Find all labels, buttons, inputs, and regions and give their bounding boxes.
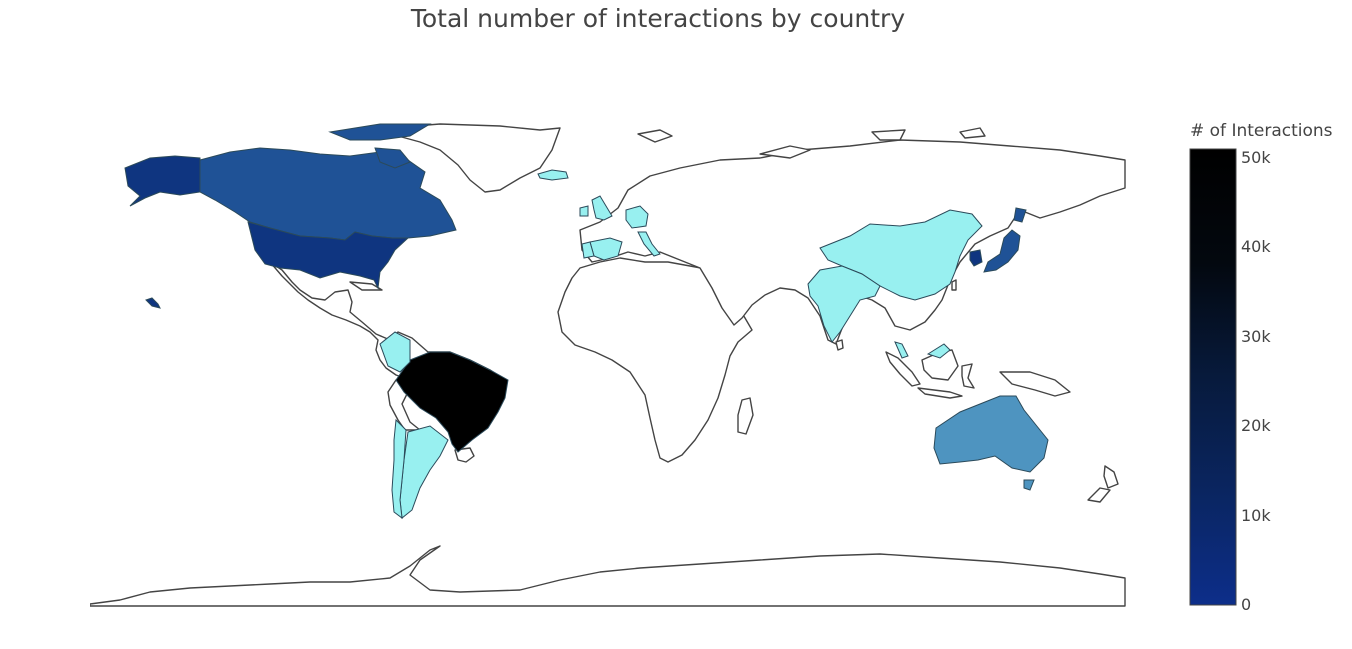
- colorbar-gradient: [1189, 148, 1237, 606]
- land-new-zealand-north: [1103, 465, 1119, 489]
- land-new-zealand-south: [1087, 487, 1111, 503]
- region-japan-hokkaido: [1013, 207, 1027, 223]
- region-australia: [933, 395, 1049, 473]
- land-novaya-zemlya: [759, 145, 811, 159]
- colorbar-tick-0: 0: [1241, 595, 1252, 614]
- region-canada-baffin: [374, 147, 411, 169]
- land-taiwan: [951, 279, 957, 291]
- region-iceland: [537, 169, 569, 181]
- world-map[interactable]: [90, 118, 1126, 610]
- colorbar-tick-30k: 30k: [1241, 326, 1271, 346]
- land-svalbard: [637, 129, 673, 143]
- region-spain: [589, 237, 623, 261]
- region-malaysia-borneo: [926, 343, 951, 359]
- colorbar-tick-20k: 20k: [1241, 416, 1271, 436]
- colorbar: [1189, 148, 1237, 606]
- land-madagascar: [737, 397, 754, 435]
- region-malaysia: [894, 341, 909, 359]
- colorbar-title: # of Interactions: [1190, 121, 1333, 141]
- land-greenland: [389, 123, 561, 193]
- region-colombia: [379, 331, 411, 373]
- region-hawaii: [145, 297, 161, 309]
- region-south-korea: [969, 249, 983, 267]
- region-brazil: [395, 351, 509, 453]
- region-portugal: [581, 241, 595, 259]
- colorbar-tick-40k: 40k: [1241, 237, 1271, 257]
- land-sri-lanka: [835, 339, 844, 351]
- land-cuba: [349, 281, 383, 291]
- region-ireland: [579, 205, 589, 217]
- land-sulawesi: [961, 363, 975, 389]
- land-java: [917, 387, 963, 399]
- land-africa: [557, 257, 753, 463]
- region-tasmania: [1023, 479, 1035, 491]
- colorbar-tick-50k: 50k: [1241, 147, 1271, 167]
- land-novosibirsk: [959, 127, 986, 139]
- region-usa: [247, 221, 410, 290]
- region-india: [807, 265, 881, 343]
- land-sumatra: [885, 351, 921, 387]
- region-canada-arctic: [328, 123, 432, 141]
- region-chile: [391, 418, 407, 520]
- region-germany: [625, 205, 649, 229]
- region-italy: [637, 231, 661, 257]
- land-antarctica: [90, 545, 1126, 607]
- chart-title: Total number of interactions by country: [410, 4, 906, 33]
- region-uk: [591, 195, 613, 221]
- region-canada: [199, 147, 457, 241]
- colorbar-tick-10k: 10k: [1241, 505, 1271, 525]
- region-japan: [983, 229, 1021, 273]
- land-new-guinea: [999, 371, 1071, 397]
- land-severnaya: [871, 129, 906, 141]
- region-argentina: [399, 425, 449, 519]
- land-uruguay: [454, 447, 475, 463]
- region-alaska: [124, 155, 201, 207]
